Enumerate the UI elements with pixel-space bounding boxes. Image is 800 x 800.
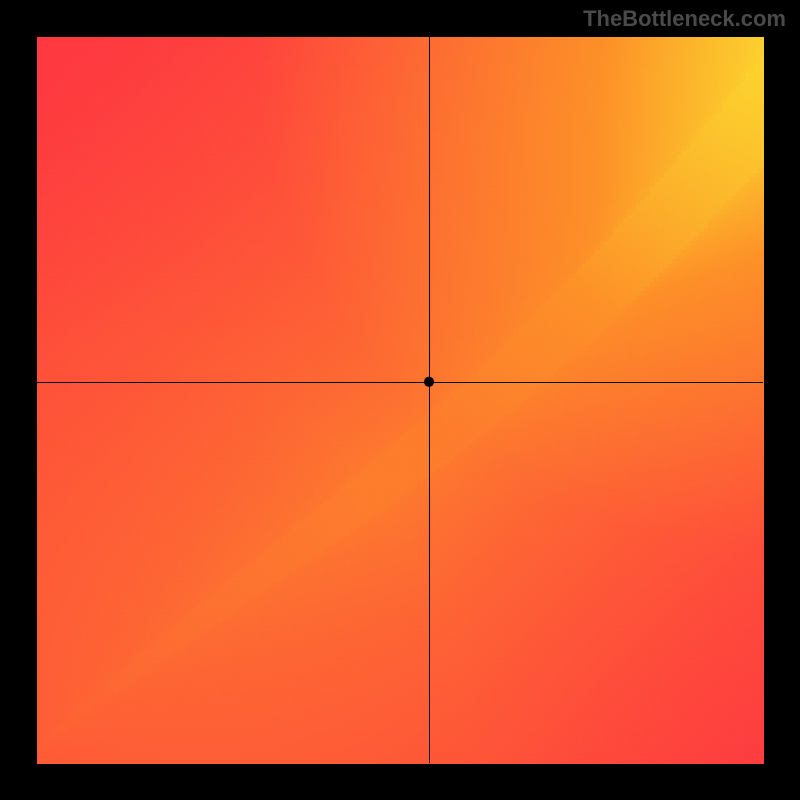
watermark-text: TheBottleneck.com [583, 6, 786, 32]
bottleneck-heatmap [0, 0, 800, 800]
chart-container: TheBottleneck.com [0, 0, 800, 800]
